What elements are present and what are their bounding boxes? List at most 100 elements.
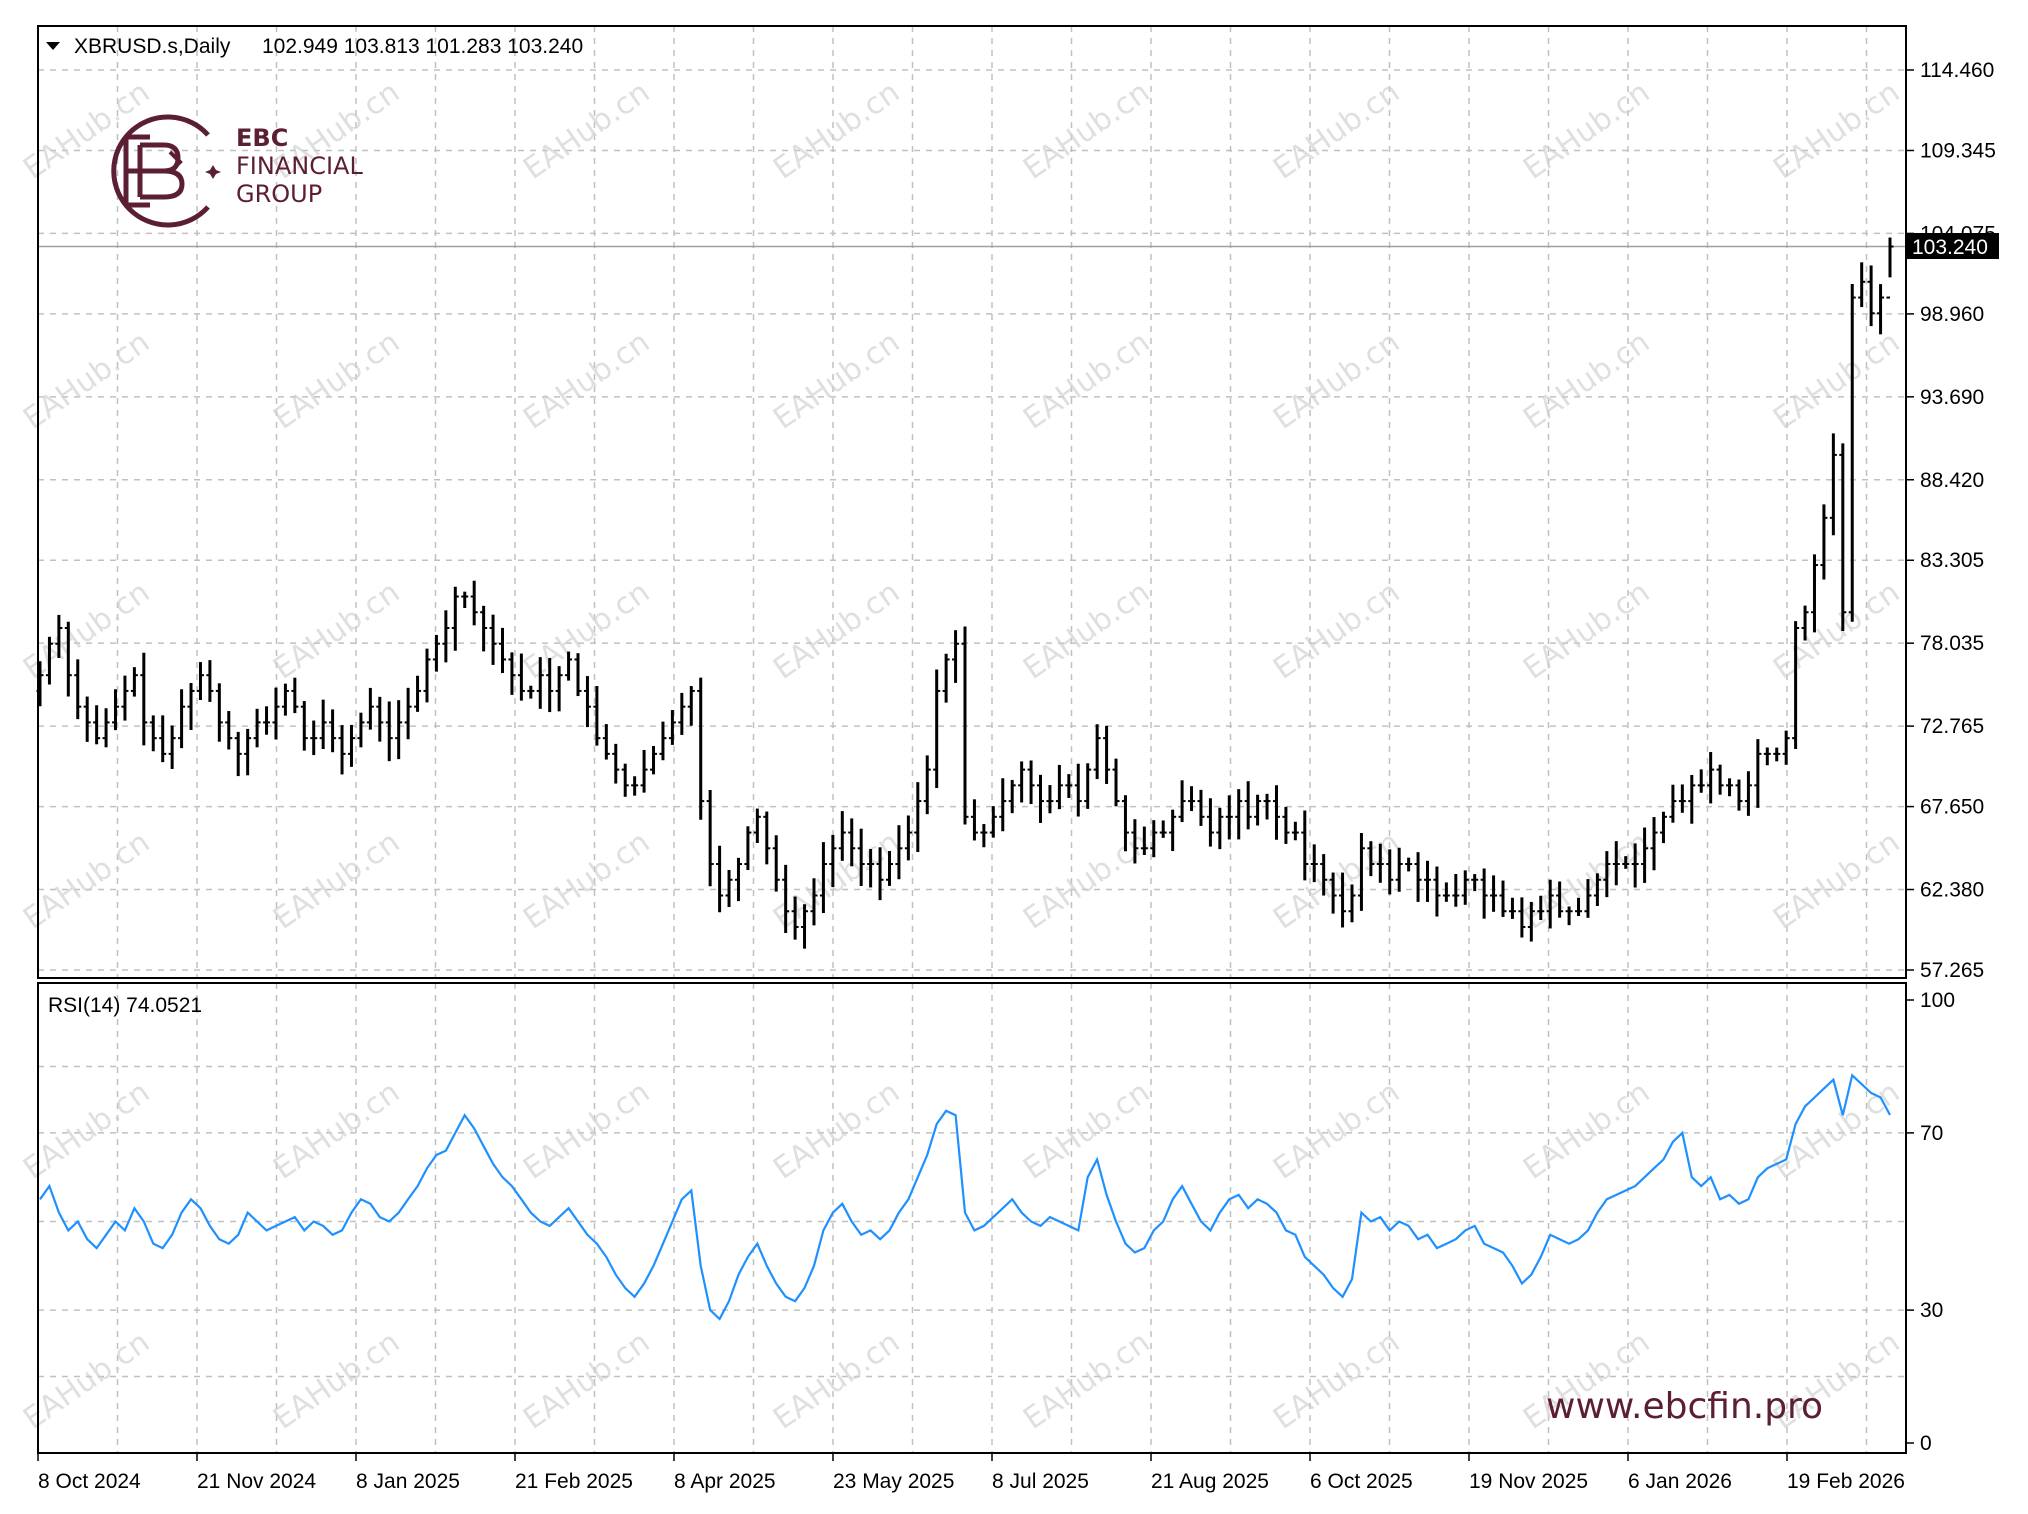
watermark-text: EAHub.cn: [1017, 1075, 1156, 1187]
ohlc-bar: [989, 806, 997, 838]
website-url[interactable]: www.ebcfin.pro: [1546, 1386, 1823, 1427]
watermark-text: EAHub.cn: [1267, 1325, 1406, 1437]
ohlc-bar: [1735, 779, 1743, 811]
rsi-tick-label: 100: [1920, 989, 1955, 1012]
ohlc-bar: [1782, 730, 1790, 765]
ohlc-bar: [876, 847, 884, 901]
time-tick-label: 8 Oct 2024: [38, 1470, 141, 1493]
rsi-tick-label: 70: [1920, 1122, 1943, 1145]
ohlc-bar: [942, 653, 950, 703]
ohlc-bar: [1386, 849, 1394, 895]
rsi-tick-label: 30: [1920, 1299, 1943, 1322]
ohlc-bar: [631, 776, 639, 796]
current-price-text: 103.240: [1912, 236, 1988, 259]
ohlc-bar: [1216, 807, 1224, 850]
ohlc-bar: [140, 652, 148, 746]
ohlc-bar: [178, 689, 186, 749]
watermark-text: EAHub.cn: [1267, 575, 1406, 687]
ohlc-bar: [1103, 725, 1111, 784]
ohlc-bar: [555, 666, 563, 712]
time-axis: 8 Oct 2024 21 Nov 2024 8 Jan 2025 21 Feb 20…: [37, 1453, 1905, 1493]
watermark-text: EAHub.cn: [1767, 75, 1906, 187]
ohlc-bar: [1744, 771, 1752, 816]
ohlc-bar: [357, 712, 365, 748]
symbol-label: XBRUSD.s,Daily: [74, 35, 231, 58]
ohlc-bar: [848, 818, 856, 867]
triangle-down-icon[interactable]: [46, 42, 60, 50]
ohlc-bar: [1178, 780, 1186, 823]
chart-header[interactable]: XBRUSD.s,Daily 102.949 103.813 101.283 1…: [46, 35, 583, 58]
ohlc-bar: [1442, 882, 1450, 902]
rsi-tick-label: 0: [1920, 1432, 1932, 1455]
ohlc-bar: [1697, 769, 1705, 793]
ohlc-bar: [1773, 747, 1781, 762]
ohlc-bar: [1763, 747, 1771, 766]
watermark-text: EAHub.cn: [267, 1325, 406, 1437]
ohlc-bar: [1490, 875, 1498, 912]
ohlc-bar: [1556, 881, 1564, 918]
ohlc-bar: [536, 657, 544, 709]
ohlc-bar: [574, 653, 582, 697]
time-tick-label: 21 Nov 2024: [197, 1470, 316, 1493]
watermark-text: EAHub.cn: [1017, 575, 1156, 687]
ohlc-bar: [1877, 284, 1885, 335]
ohlc-bar: [1235, 789, 1243, 840]
ohlc-bar: [933, 669, 941, 788]
time-tick-label: 19 Feb 2026: [1787, 1470, 1905, 1493]
ohlc-bar: [782, 864, 790, 934]
ohlc-bar: [640, 749, 648, 793]
ohlc-bar: [489, 614, 497, 665]
price-tick-label: 88.420: [1920, 469, 1984, 492]
watermark-text: EAHub.cn: [517, 575, 656, 687]
ohlc-label: 102.949 103.813 101.283 103.240: [262, 35, 583, 58]
watermark-text: EAHub.cn: [1517, 75, 1656, 187]
ohlc-bar: [1801, 605, 1809, 641]
watermark-text: EAHub.cn: [1017, 325, 1156, 437]
ohlc-bar: [687, 686, 695, 726]
ohlc-bar: [1584, 879, 1592, 918]
ohlc-bar: [442, 610, 450, 663]
watermark-text: EAHub.cn: [517, 1325, 656, 1437]
ohlc-bar: [1716, 764, 1724, 795]
ohlc-bar: [1537, 895, 1545, 921]
ohlc-bar: [810, 878, 818, 926]
ohlc-bar: [1225, 795, 1233, 840]
ohlc-bar: [272, 687, 280, 740]
ohlc-bar: [602, 724, 610, 760]
watermark-text: EAHub.cn: [1517, 575, 1656, 687]
watermark-text: EAHub.cn: [517, 825, 656, 937]
price-tick-label: 62.380: [1920, 879, 1984, 902]
ohlc-bar: [291, 677, 299, 714]
ohlc-bar: [404, 687, 412, 740]
watermark-text: EAHub.cn: [1017, 75, 1156, 187]
watermark-text: EAHub.cn: [267, 575, 406, 687]
watermark-text: EAHub.cn: [767, 1075, 906, 1187]
ohlc-bar: [801, 904, 809, 949]
watermark-layer: EAHub.cn EAHub.cn EAHub.cn EAHub.cn EAHub.cn…: [17, 75, 1906, 1437]
ohlc-bar: [1263, 793, 1271, 820]
watermark-text: EAHub.cn: [517, 1075, 656, 1187]
ohlc-bar: [1074, 763, 1082, 817]
ohlc-bar: [1188, 786, 1196, 812]
ohlc-bar: [565, 651, 573, 681]
ohlc-bar: [1150, 820, 1158, 858]
ohlc-bar: [499, 627, 506, 674]
ohlc-bar: [961, 626, 969, 825]
ohlc-bar: [215, 683, 223, 742]
time-tick-label: 8 Jul 2025: [992, 1470, 1089, 1493]
ohlc-bar: [1169, 809, 1177, 852]
ohlc-bar: [1254, 794, 1262, 826]
ohlc-bar: [55, 614, 63, 659]
ohlc-bar: [650, 746, 658, 775]
time-tick-label: 23 May 2025: [833, 1470, 954, 1493]
ohlc-bar: [1282, 806, 1290, 844]
ohlc-bar: [1518, 897, 1526, 938]
ohlc-bar: [678, 692, 686, 735]
ohlc-bar: [385, 701, 393, 762]
ohlc-bar: [923, 755, 931, 815]
logo-line-2: FINANCIAL: [236, 152, 363, 180]
ohlc-bar: [1848, 284, 1856, 622]
ohlc-bar: [263, 706, 271, 735]
ohlc-bar: [593, 686, 601, 746]
